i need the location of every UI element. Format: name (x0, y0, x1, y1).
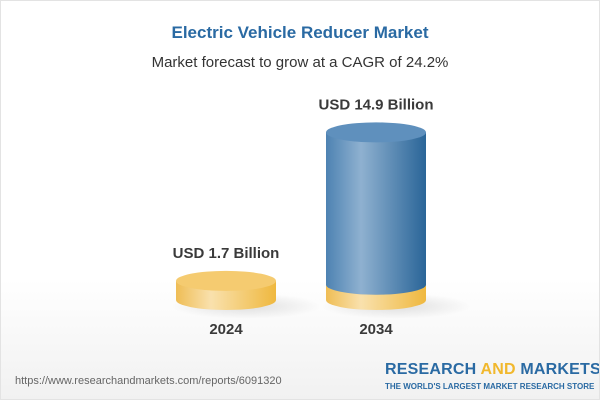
data-label: USD 14.9 Billion (318, 96, 433, 113)
logo-research: RESEARCH (385, 361, 477, 378)
year-label: 2024 (209, 321, 243, 338)
year-label: 2034 (359, 321, 393, 338)
logo-wordmark: RESEARCH AND MARKETS (385, 361, 600, 379)
bar-2034-body (326, 132, 426, 295)
bar-2024-top (176, 270, 276, 291)
research-and-markets-logo: RESEARCH AND MARKETS THE WORLD'S LARGEST… (385, 361, 600, 392)
source-url[interactable]: https://www.researchandmarkets.com/repor… (15, 375, 282, 387)
logo-tagline: THE WORLD'S LARGEST MARKET RESEARCH STOR… (385, 382, 595, 391)
data-label: USD 1.7 Billion (173, 245, 280, 262)
bar-2034-top (326, 122, 426, 143)
logo-markets: MARKETS (520, 361, 600, 378)
chart-title: Electric Vehicle Reducer Market (171, 23, 429, 42)
logo-and: AND (480, 361, 516, 378)
chart-subtitle: Market forecast to grow at a CAGR of 24.… (151, 54, 449, 71)
